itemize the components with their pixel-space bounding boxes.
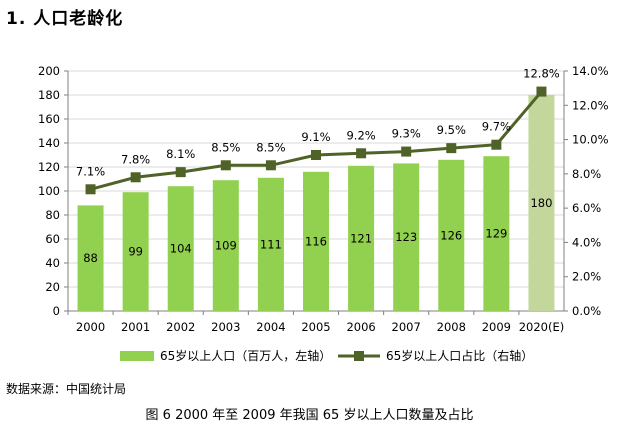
bar [528, 95, 555, 311]
right-tick-label: 6.0% [572, 201, 601, 215]
right-tick-label: 4.0% [572, 235, 601, 249]
left-tick-label: 160 [38, 112, 60, 126]
right-tick-label: 2.0% [572, 270, 601, 284]
right-tick-label: 0.0% [572, 304, 601, 318]
x-tick-label: 2003 [211, 320, 240, 334]
population-chart: 0 20 40 60 80 100 120 140 160 180 200 0.0% 2.0% 4.0% 6… [38, 64, 609, 363]
legend-line-marker [354, 351, 364, 361]
line-value-label: 9.2% [346, 128, 375, 142]
bar [212, 180, 239, 311]
x-tick-label: 2020(E) [519, 320, 565, 334]
line-value-label: 8.5% [211, 140, 240, 154]
left-tick-label: 20 [45, 280, 60, 294]
bar-value-label: 129 [485, 227, 507, 241]
line-value-label: 9.3% [392, 127, 421, 141]
legend-line-label: 65岁以上人口占比（右轴） [386, 348, 533, 363]
line-value-label: 7.1% [76, 164, 105, 178]
right-tick-label: 8.0% [572, 167, 601, 181]
x-tick-label: 2006 [346, 320, 375, 334]
bar [257, 177, 284, 311]
x-tick-label: 2000 [76, 320, 105, 334]
left-tick-label: 100 [38, 184, 60, 198]
line-value-label: 8.5% [256, 140, 285, 154]
right-tick-label: 14.0% [572, 64, 609, 78]
bar-series [77, 95, 555, 311]
line-value-label: 9.1% [301, 130, 330, 144]
line-marker [220, 160, 231, 171]
line-value-label: 9.5% [437, 123, 466, 137]
data-labels: 88 99 104 109 111 116 121 123 126 129 180 7.1% 7.8% 8… [76, 67, 560, 266]
figure-caption: 图 6 2000 年至 2009 年我国 65 岁以上人口数量及占比 [145, 408, 474, 423]
line-marker [536, 86, 547, 97]
bar-value-label: 99 [128, 245, 143, 259]
line-series [85, 86, 547, 195]
source-note: 数据来源：中国统计局 [6, 382, 127, 396]
right-tick-label: 12.0% [572, 98, 609, 112]
right-tick-label: 10.0% [572, 133, 609, 147]
line-marker [491, 139, 502, 150]
line-marker [446, 143, 457, 154]
bar [393, 163, 420, 311]
bar [122, 192, 149, 311]
legend-bar-swatch [120, 351, 154, 361]
bar [303, 171, 329, 311]
x-tick-label: 2008 [437, 320, 466, 334]
left-tick-label: 60 [45, 232, 60, 246]
line-marker [130, 172, 141, 183]
section-heading: 1. 人口老龄化 [6, 9, 124, 29]
left-tick-label: 180 [38, 88, 60, 102]
bar-value-label: 109 [215, 239, 237, 253]
line-marker [401, 146, 412, 157]
line-value-label: 12.8% [523, 67, 560, 81]
x-tick-label: 2002 [166, 320, 195, 334]
line-value-label: 9.7% [482, 120, 511, 134]
line-marker [175, 167, 186, 178]
left-tick-label: 200 [38, 64, 60, 78]
left-tick-label: 0 [53, 304, 60, 318]
x-tick-label: 2007 [392, 320, 421, 334]
bar [77, 205, 104, 311]
line-marker [311, 150, 321, 160]
x-tick-label: 2004 [256, 320, 285, 334]
line-value-label: 7.8% [121, 152, 150, 166]
left-tick-label: 80 [45, 208, 60, 222]
bar [438, 159, 465, 311]
line-value-label: 8.1% [166, 147, 195, 161]
line-marker [265, 160, 276, 171]
bar-value-label: 104 [170, 242, 192, 256]
axes: 0 20 40 60 80 100 120 140 160 180 200 0.0% 2.0% 4.0% 6… [38, 64, 609, 334]
bar-value-label: 88 [83, 251, 98, 265]
legend-bar-label: 65岁以上人口（百万人，左轴） [160, 348, 331, 363]
left-tick-label: 120 [38, 160, 60, 174]
bar [483, 156, 510, 311]
bar-value-label: 126 [440, 228, 462, 242]
bar [167, 186, 194, 311]
x-tick-label: 2009 [482, 320, 511, 334]
left-tick-label: 40 [45, 256, 60, 270]
bar [348, 165, 375, 311]
x-tick-label: 2001 [121, 320, 150, 334]
bar-value-label: 111 [260, 237, 282, 251]
bar-value-label: 180 [530, 196, 552, 210]
line-marker [356, 148, 367, 159]
x-tick-label: 2005 [301, 320, 330, 334]
left-tick-label: 140 [38, 136, 60, 150]
legend: 65岁以上人口（百万人，左轴） 65岁以上人口占比（右轴） [120, 348, 533, 363]
bar-value-label: 123 [395, 230, 417, 244]
line-marker [85, 184, 96, 195]
bar-value-label: 116 [305, 234, 327, 248]
bar-value-label: 121 [350, 231, 372, 245]
